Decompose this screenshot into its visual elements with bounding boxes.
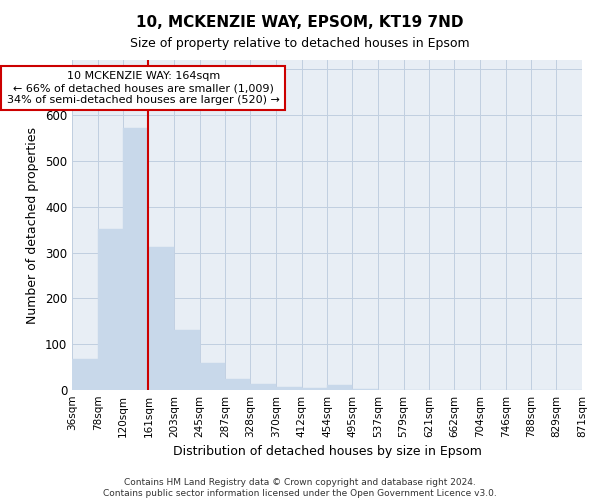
Text: 10, MCKENZIE WAY, EPSOM, KT19 7ND: 10, MCKENZIE WAY, EPSOM, KT19 7ND bbox=[136, 15, 464, 30]
Bar bbox=[200, 364, 226, 390]
Bar bbox=[276, 387, 302, 390]
Y-axis label: Number of detached properties: Number of detached properties bbox=[26, 126, 40, 324]
Bar bbox=[302, 388, 328, 390]
Text: 10 MCKENZIE WAY: 164sqm
← 66% of detached houses are smaller (1,009)
34% of semi: 10 MCKENZIE WAY: 164sqm ← 66% of detache… bbox=[7, 72, 280, 104]
Text: Contains HM Land Registry data © Crown copyright and database right 2024.
Contai: Contains HM Land Registry data © Crown c… bbox=[103, 478, 497, 498]
Bar bbox=[174, 330, 200, 390]
Bar bbox=[352, 388, 378, 390]
Text: Size of property relative to detached houses in Epsom: Size of property relative to detached ho… bbox=[130, 38, 470, 51]
Bar bbox=[98, 228, 124, 390]
Bar bbox=[148, 246, 174, 390]
Bar bbox=[124, 128, 148, 390]
Bar bbox=[72, 359, 98, 390]
Bar bbox=[226, 378, 250, 390]
Bar bbox=[328, 386, 352, 390]
Bar bbox=[250, 384, 276, 390]
X-axis label: Distribution of detached houses by size in Epsom: Distribution of detached houses by size … bbox=[173, 446, 481, 458]
